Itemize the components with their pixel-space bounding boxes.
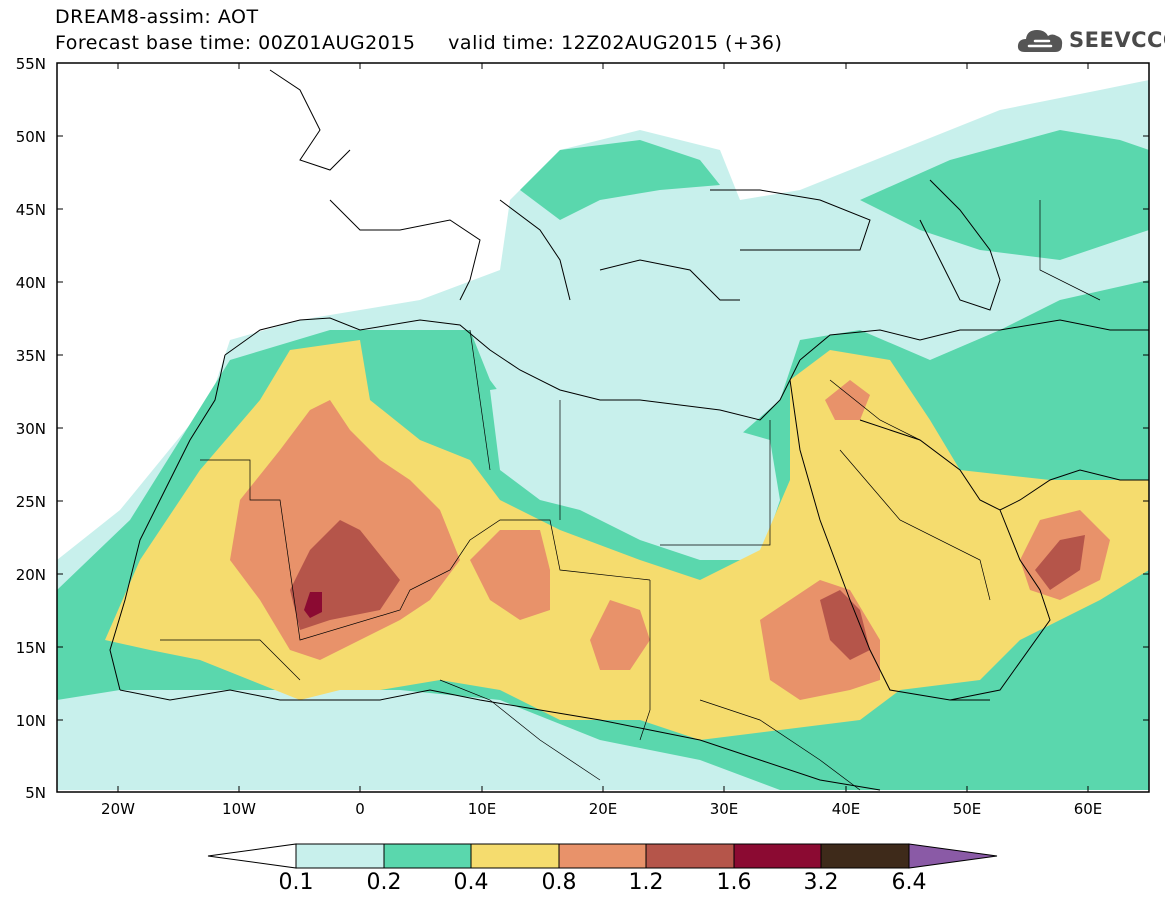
colorbar-label: 0.8 — [541, 870, 577, 895]
lon-label: 50E — [952, 800, 982, 818]
colorbar-label: 6.4 — [891, 870, 927, 895]
contour-0.4 — [105, 340, 1149, 740]
lon-label: 40E — [831, 800, 861, 818]
coastlines — [109, 69, 1149, 791]
country-borders — [160, 200, 1101, 791]
lon-label: 60E — [1073, 800, 1103, 818]
colorbar-label: 0.4 — [453, 870, 489, 895]
aot-field — [57, 80, 1149, 790]
lat-label: 10N — [15, 712, 46, 730]
contour-0.8-iraq — [825, 380, 870, 420]
lon-label: 20E — [588, 800, 618, 818]
cloud-icon — [1017, 30, 1063, 52]
colorbar-label: 0.1 — [278, 870, 314, 895]
colorbar-label: 1.2 — [628, 870, 664, 895]
colorbar-label: 1.6 — [716, 870, 752, 895]
lat-label: 15N — [15, 639, 46, 657]
lat-label: 45N — [15, 201, 46, 219]
lat-ticks — [57, 62, 1149, 721]
lon-label: 10E — [467, 800, 497, 818]
logo-text: SEEVCCC — [1069, 28, 1165, 52]
lat-label: 25N — [15, 493, 46, 511]
contour-0.8-chad — [470, 530, 550, 620]
lon-label: 10W — [222, 800, 256, 818]
contour-1.2-red-sea — [820, 590, 870, 660]
lat-label: 50N — [15, 128, 46, 146]
lat-label: 30N — [15, 420, 46, 438]
lat-label: 35N — [15, 347, 46, 365]
colorbar-label: 0.2 — [366, 870, 402, 895]
lon-label: 30E — [709, 800, 739, 818]
contour-0.2-caspian — [860, 130, 1149, 260]
contour-0.8-sudan — [590, 600, 650, 670]
map-title: DREAM8-assim: AOT — [55, 6, 259, 28]
lat-label: 20N — [15, 566, 46, 584]
map-subtitle: Forecast base time: 00Z01AUG2015 valid t… — [55, 32, 783, 54]
lon-label: 20W — [101, 800, 135, 818]
lon-label: 0 — [355, 800, 365, 818]
contour-1.6-mali — [304, 592, 322, 618]
contour-0.1-libya — [490, 380, 780, 560]
lat-label: 40N — [15, 274, 46, 292]
contour-1.2-oman — [1035, 535, 1085, 590]
contour-0.2-north — [520, 140, 720, 220]
seevccc-logo: SEEVCCC — [1015, 22, 1165, 58]
lat-label: 55N — [15, 55, 46, 73]
lon-ticks — [117, 63, 1089, 792]
lat-label: 5N — [25, 784, 46, 802]
colorbar-label: 3.2 — [803, 870, 839, 895]
